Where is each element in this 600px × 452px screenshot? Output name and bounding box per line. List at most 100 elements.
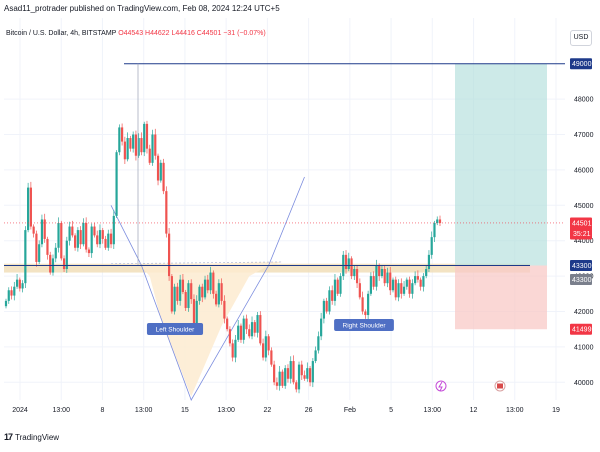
candle-body	[416, 276, 419, 280]
candle-body	[62, 258, 66, 270]
candle-body	[198, 286, 201, 301]
candle-body	[248, 329, 251, 337]
currency-button[interactable]: USD	[570, 30, 592, 46]
candle-body	[259, 315, 262, 344]
price-countdown: 35:21	[573, 231, 591, 238]
candle-body	[181, 279, 185, 293]
publisher-info: Asad11_protrader published on TradingVie…	[4, 4, 280, 13]
candle-body	[353, 269, 356, 277]
candle-body	[4, 300, 8, 307]
candle-body	[40, 219, 44, 245]
stop-zone	[455, 265, 547, 330]
candle-body	[74, 235, 77, 248]
candle-body	[217, 283, 220, 305]
candle-body	[57, 223, 60, 248]
price-label-text: 43300	[572, 277, 592, 284]
candle-body	[156, 155, 160, 181]
pattern-outline	[110, 176, 305, 401]
candle-body	[132, 134, 135, 149]
candle-body	[27, 187, 30, 231]
candle-body	[347, 258, 350, 270]
candle-body	[32, 226, 35, 234]
candle-body	[121, 127, 124, 142]
candle-body	[367, 293, 370, 316]
candle-body	[391, 279, 395, 291]
candle-body	[143, 123, 146, 153]
candle-body	[314, 350, 317, 362]
y-tick-label: 42000	[574, 309, 594, 316]
candle-body	[361, 297, 364, 312]
y-tick-label: 41000	[574, 344, 594, 351]
price-label-text: 49000	[572, 61, 592, 68]
candle-body	[237, 325, 240, 340]
candle-body	[306, 368, 309, 379]
candle-body	[405, 279, 408, 287]
candle-body	[380, 269, 384, 277]
candle-body	[60, 223, 63, 259]
candle-body	[331, 290, 334, 301]
candle-body	[203, 279, 207, 298]
candle-body	[137, 138, 140, 156]
price-label-text: 44501	[572, 220, 592, 227]
symbol-legend[interactable]: Bitcoin / U.S. Dollar, 4h, BITSTAMP O445…	[6, 30, 266, 37]
candle-body	[29, 187, 32, 227]
x-tick-label: 15	[181, 407, 189, 414]
candle-body	[322, 300, 325, 319]
x-tick-label: 12	[470, 407, 478, 414]
candle-body	[295, 382, 298, 390]
price-label-text: 43300	[572, 263, 592, 270]
candle-body	[278, 371, 281, 386]
target-zone	[455, 63, 547, 266]
candle-body	[364, 311, 367, 316]
ohlc-values: O44543 H44622 L44416 C44501 −31 (−0.07%)	[118, 30, 266, 37]
candle-body	[87, 249, 91, 254]
candle-body	[101, 230, 104, 239]
candle-body	[325, 300, 328, 312]
candle-body	[320, 318, 323, 337]
candle-body	[226, 318, 229, 330]
y-tick-label: 47000	[574, 132, 594, 139]
candle-body	[397, 283, 400, 298]
annotation-box	[146, 323, 204, 335]
candle-body	[104, 238, 107, 248]
candle-body	[228, 329, 232, 344]
price-label-current: 44501 35:21	[570, 217, 592, 240]
annotations: Left Shoulder Right Shoulder	[146, 319, 506, 392]
candle-body	[129, 138, 132, 149]
annotation-box	[334, 319, 394, 331]
candle-body	[289, 361, 292, 379]
candle-body	[264, 336, 267, 358]
position-zones	[4, 63, 547, 330]
candle-body	[286, 368, 290, 379]
y-tick-label: 45000	[574, 203, 594, 210]
candle-body	[85, 223, 88, 250]
candle-body	[187, 283, 190, 308]
footer-brand[interactable]: 17 TradingView	[4, 432, 59, 442]
candle-body	[159, 162, 162, 181]
candle-body	[118, 127, 121, 153]
candle-body	[7, 290, 10, 301]
candle-body	[303, 375, 306, 379]
x-tick-label: 5	[389, 407, 393, 414]
candle-body	[267, 336, 270, 351]
candle-body	[239, 325, 243, 340]
level-lines	[4, 63, 565, 266]
right-shoulder-label: Right Shoulder	[334, 319, 394, 331]
candle-body	[54, 247, 57, 259]
candle-body	[165, 191, 168, 234]
candle-body	[427, 254, 431, 270]
candle-body	[65, 240, 68, 270]
candle-body	[422, 276, 425, 287]
candle-body	[250, 322, 254, 337]
candle-body	[212, 272, 215, 294]
candle-body	[195, 300, 198, 326]
candle-body	[333, 279, 337, 301]
x-tick-label: 8	[101, 407, 105, 414]
candle-body	[123, 141, 126, 160]
candle-body	[90, 226, 93, 254]
candle-body	[179, 279, 182, 301]
candle-body	[206, 279, 209, 291]
candle-body	[386, 272, 389, 284]
candle-body	[378, 265, 381, 277]
